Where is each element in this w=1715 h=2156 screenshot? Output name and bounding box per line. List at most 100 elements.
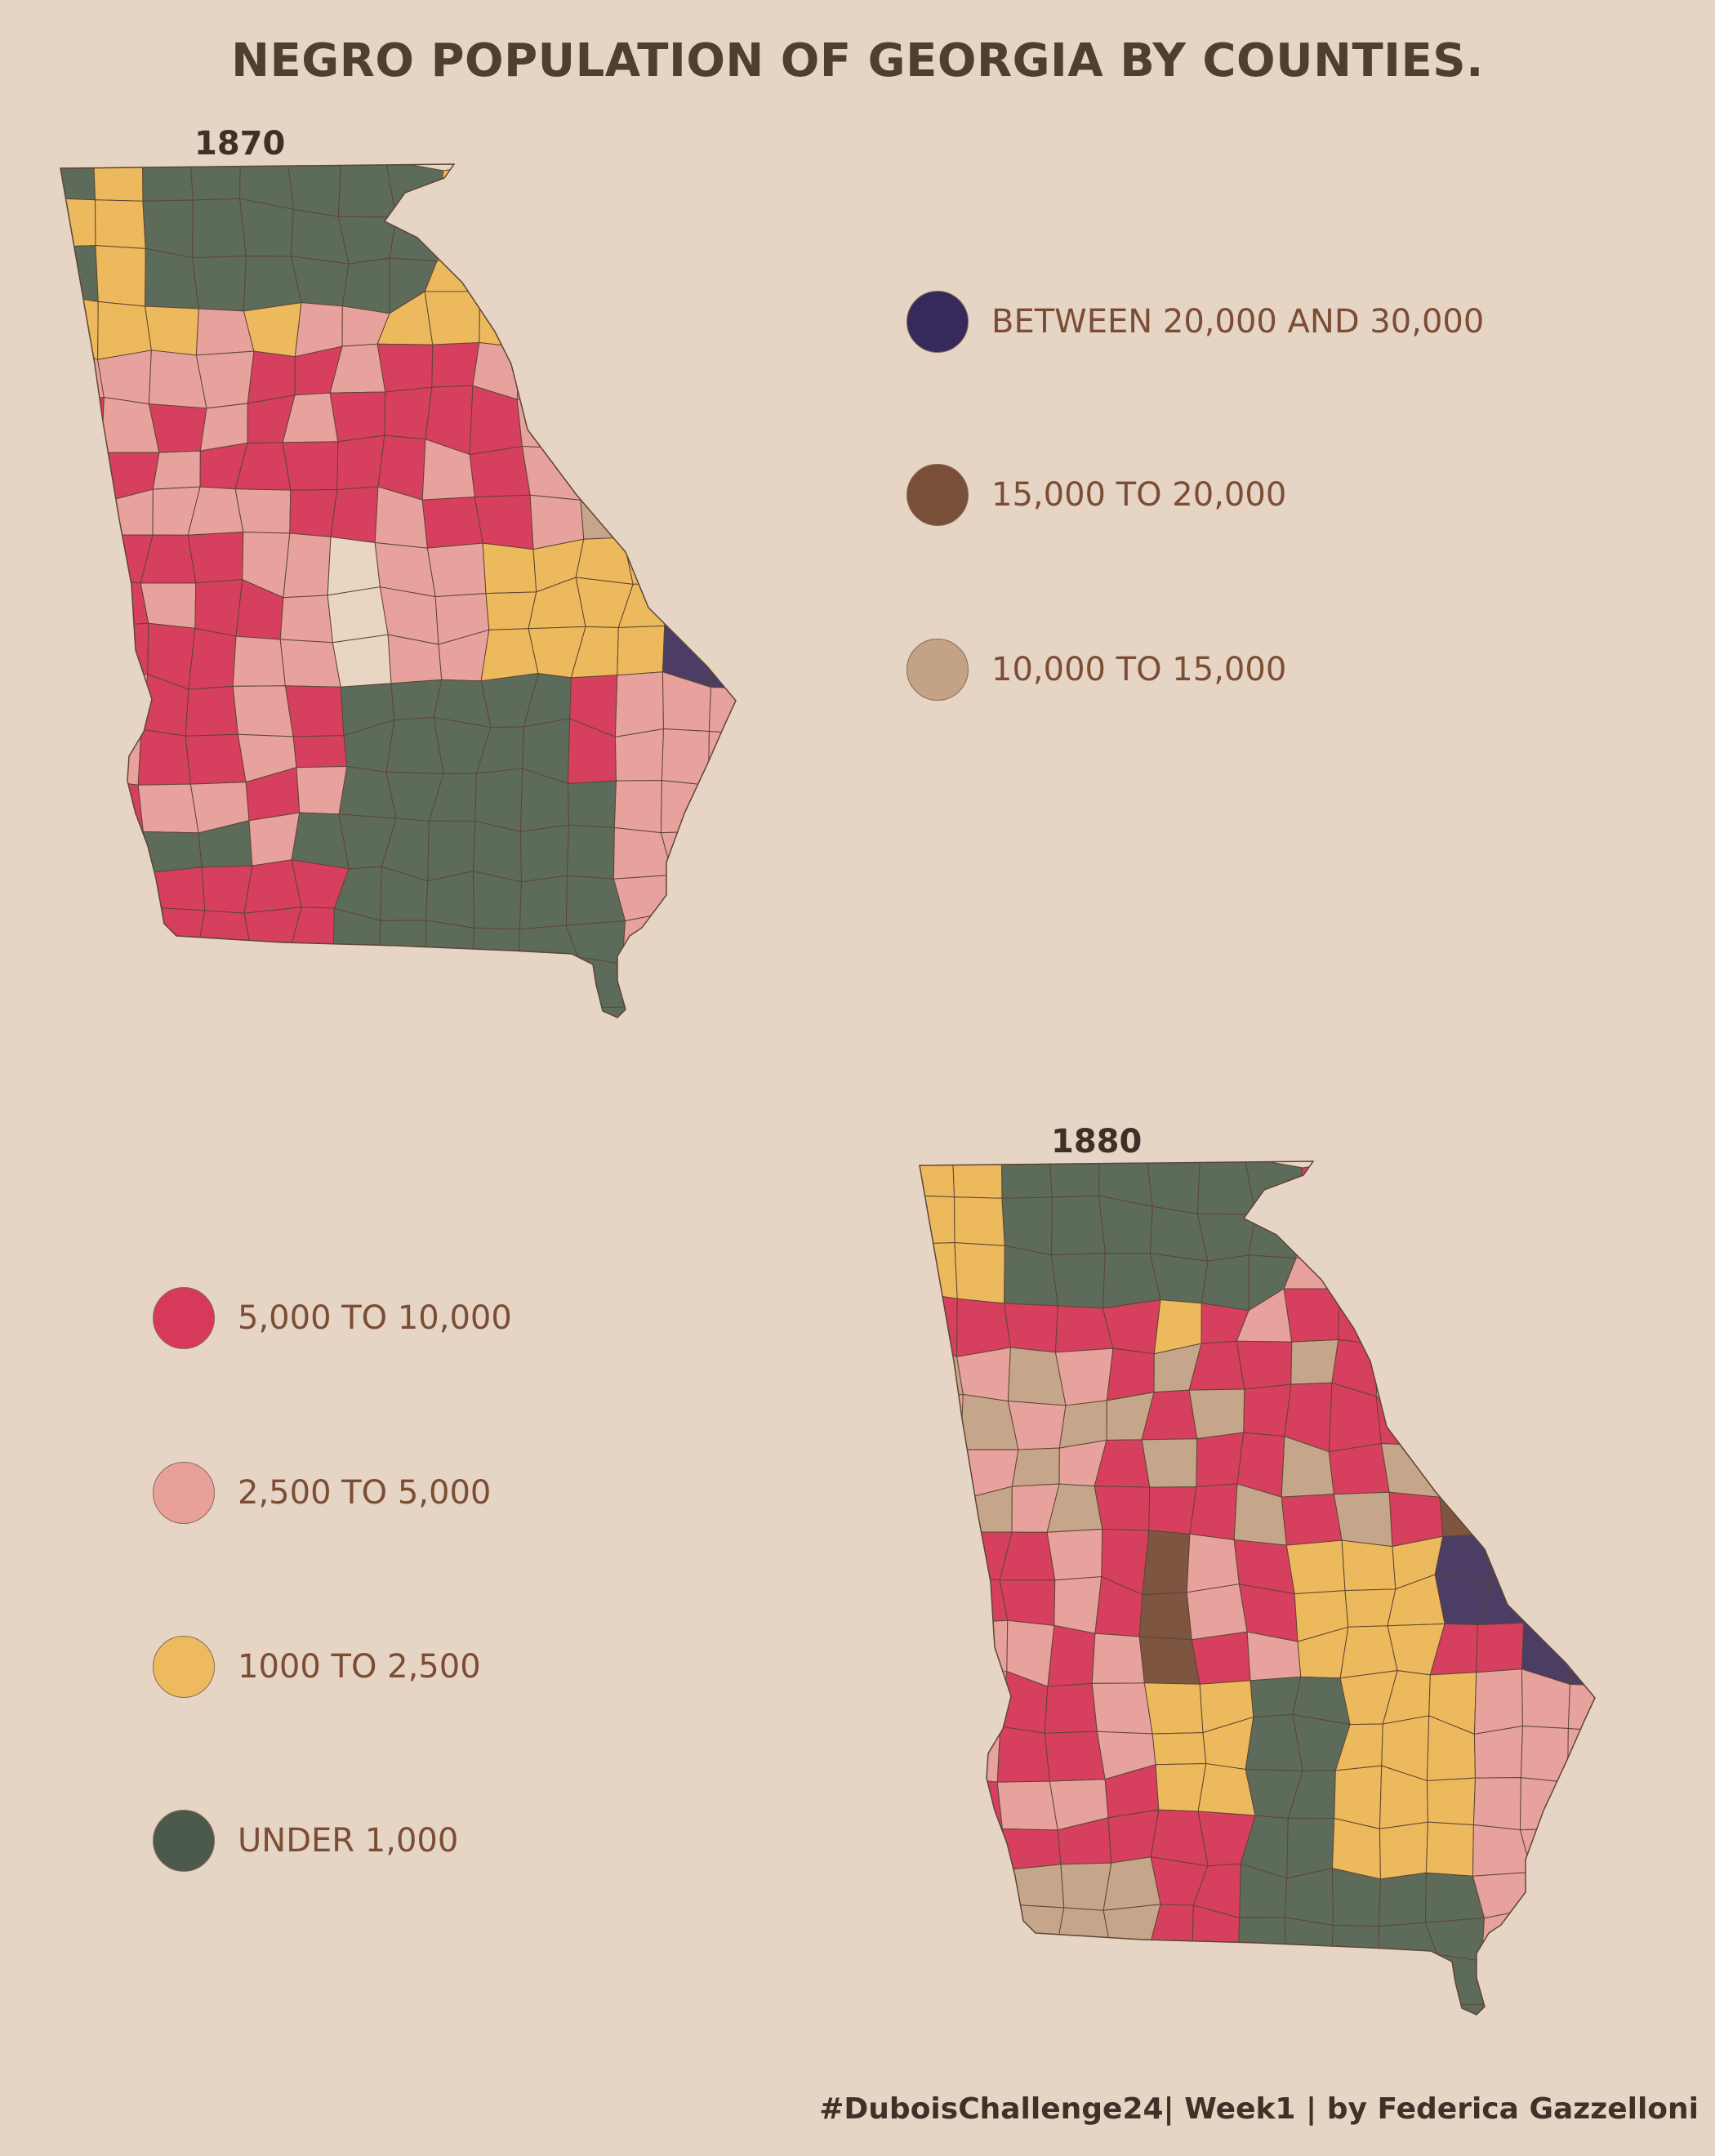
county (717, 433, 736, 488)
county (1432, 1195, 1481, 1250)
county (1523, 1576, 1572, 1624)
county (1378, 1872, 1427, 1927)
county (568, 401, 629, 450)
legend-label-15000-20000: 15,000 TO 20,000 (991, 476, 1287, 514)
county (756, 634, 804, 688)
county (201, 865, 253, 914)
county (1482, 1998, 1534, 2015)
county (60, 871, 105, 930)
county (1343, 1161, 1392, 1211)
county (137, 728, 191, 786)
county (614, 728, 664, 782)
county (1008, 1950, 1067, 2006)
county (97, 301, 152, 360)
county (1426, 1246, 1475, 1293)
county (279, 595, 333, 644)
county (97, 350, 152, 405)
legend-item-1000-2500: 1000 TO 2,500 (153, 1634, 481, 1699)
county (424, 1020, 483, 1071)
legend-item-5000-10000: 5,000 TO 10,000 (153, 1285, 512, 1351)
county (1098, 1959, 1147, 2015)
county (1576, 1430, 1595, 1486)
county (1423, 1337, 1485, 1402)
county (519, 198, 576, 252)
county (621, 911, 681, 964)
county (60, 164, 96, 201)
county (1007, 1401, 1067, 1450)
county (1433, 1953, 1493, 2006)
county (1439, 1491, 1491, 1537)
county (1530, 1958, 1581, 2008)
county (1142, 1530, 1191, 1596)
county (1472, 1777, 1521, 1831)
county (1091, 1633, 1145, 1684)
county (1473, 1668, 1523, 1735)
county (611, 292, 673, 359)
county (577, 444, 632, 501)
county (191, 1004, 240, 1018)
county (341, 257, 390, 314)
county (1236, 1340, 1293, 1390)
county (327, 536, 381, 596)
county (330, 1017, 380, 1018)
county (1333, 1491, 1393, 1548)
county (1425, 1161, 1482, 1204)
county (1328, 1442, 1390, 1495)
county (1529, 1477, 1588, 1535)
county (1426, 1777, 1476, 1826)
county (920, 2005, 970, 2015)
county (1568, 1576, 1595, 1635)
county (185, 733, 247, 785)
county (920, 1869, 964, 1927)
county (996, 1726, 1050, 1783)
state-outline (60, 163, 737, 1018)
county (920, 1915, 967, 1957)
county (766, 907, 816, 962)
county (954, 1196, 1005, 1246)
county (1619, 1431, 1667, 1485)
county (1001, 1161, 1053, 1199)
county (1481, 1958, 1540, 2005)
county (60, 293, 99, 361)
county (1330, 1967, 1391, 2015)
county (920, 1823, 956, 1876)
county (1102, 1856, 1161, 1911)
county (1566, 1781, 1595, 1829)
county (669, 911, 728, 963)
county (719, 305, 736, 360)
county (1625, 1860, 1675, 1913)
county (1051, 1253, 1106, 1309)
legend-swatch-20000-30000 (906, 291, 969, 353)
legend-swatch-15000-20000 (906, 464, 969, 526)
county (1284, 1868, 1334, 1926)
county (330, 486, 379, 544)
county (1480, 1161, 1529, 1204)
county (149, 953, 207, 1009)
county (1138, 1636, 1200, 1685)
county (60, 826, 96, 879)
county (518, 956, 579, 1009)
county (1481, 1909, 1540, 1962)
county (1624, 1355, 1682, 1396)
county (1575, 1855, 1595, 1911)
county (60, 577, 106, 634)
county (232, 685, 294, 737)
county (1423, 1290, 1477, 1356)
county (1055, 1950, 1114, 2015)
county (196, 953, 255, 1018)
county (1530, 1998, 1581, 2015)
county (567, 249, 616, 296)
county (706, 200, 736, 260)
county (1578, 1302, 1595, 1357)
county (1044, 1682, 1098, 1734)
county (1530, 1349, 1586, 1402)
county (755, 684, 814, 734)
county (60, 778, 95, 834)
county (485, 591, 537, 630)
county (766, 862, 816, 916)
county (1534, 1395, 1586, 1454)
county (1565, 1197, 1595, 1257)
county (1295, 1161, 1344, 1213)
legend-label-5000-10000: 5,000 TO 10,000 (238, 1299, 512, 1337)
county (722, 357, 736, 399)
